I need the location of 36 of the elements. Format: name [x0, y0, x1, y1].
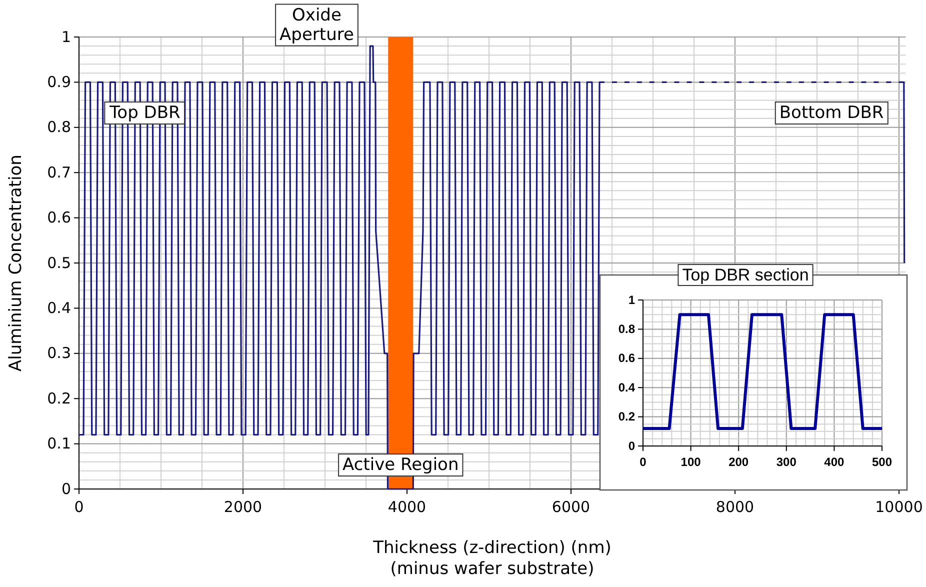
- y-tick-label: 0.5: [47, 254, 71, 272]
- y-tick-label: 0.4: [618, 380, 636, 394]
- y-tick-label: 1: [61, 28, 71, 46]
- y-tick-label: 0: [61, 480, 71, 498]
- x-tick-label: 10000: [875, 498, 923, 516]
- y-tick-label: 0.4: [47, 299, 71, 317]
- x-tick-label: 8000: [716, 498, 754, 516]
- x-tick-label: 2000: [224, 498, 262, 516]
- annotation: Bottom DBR: [779, 103, 884, 123]
- y-tick-label: 0.8: [47, 118, 71, 136]
- annotation: Oxide Aperture: [280, 5, 354, 45]
- y-tick-label: 0.1: [47, 434, 71, 453]
- x-tick-label: 500: [872, 455, 892, 469]
- y-tick-label: 0.6: [47, 208, 71, 227]
- annotation: Top DBR: [108, 103, 181, 123]
- y-tick-label: 0.8: [618, 322, 636, 336]
- x-tick-label: 400: [824, 455, 845, 469]
- x-tick-label: 300: [776, 455, 797, 469]
- y-tick-label: 0.6: [618, 351, 636, 366]
- chart-title: Top DBR section: [682, 266, 809, 284]
- y-axis-title: Aluminium Concentration: [6, 154, 26, 372]
- x-tick-label: 100: [680, 455, 702, 469]
- y-tick-label: 0.2: [47, 389, 71, 408]
- y-tick-label: 1: [628, 292, 636, 307]
- y-tick-label: 0.7: [47, 163, 71, 182]
- y-tick-label: 0.2: [618, 410, 636, 424]
- x-tick-label: 6000: [552, 498, 590, 516]
- x-tick-label: 0: [74, 498, 84, 516]
- x-tick-label: 200: [728, 455, 749, 469]
- x-tick-label: 4000: [388, 498, 426, 516]
- y-tick-label: 0: [628, 438, 636, 453]
- x-axis-title: Thickness (z-direction) (nm) (minus wafer substrate): [372, 538, 612, 579]
- band-label: Active Region: [342, 455, 459, 475]
- y-tick-label: 0.9: [47, 73, 71, 91]
- x-tick-label: 0: [640, 455, 647, 469]
- y-tick-label: 0.3: [47, 344, 71, 362]
